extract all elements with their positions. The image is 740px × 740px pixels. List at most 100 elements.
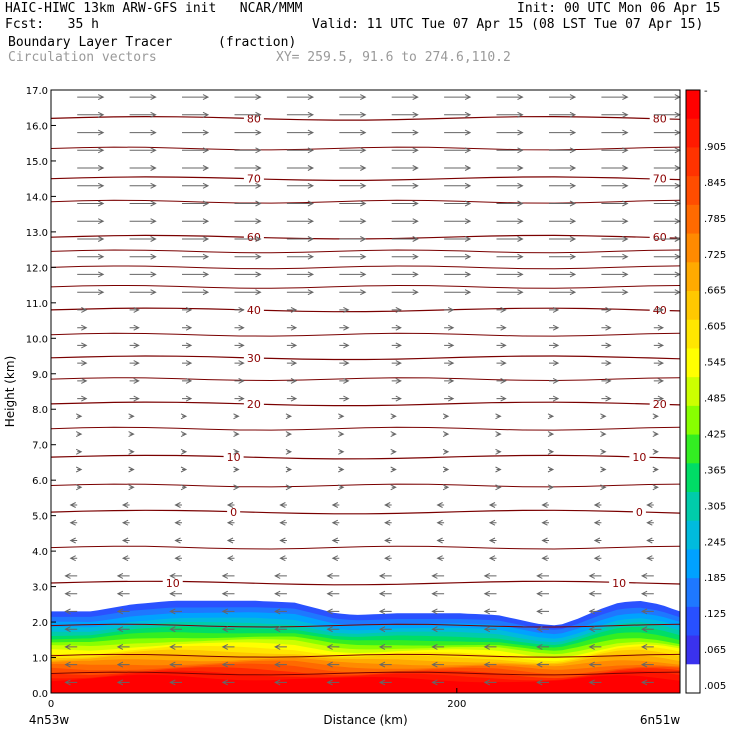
isotherm-label: 60 <box>653 231 667 244</box>
circulation-vector <box>234 218 262 225</box>
circulation-vector <box>495 484 502 491</box>
isotherm-line <box>50 176 681 181</box>
tracer-band <box>51 674 680 693</box>
circulation-vector <box>652 413 659 420</box>
circulation-vector <box>601 129 629 136</box>
circulation-vector <box>378 679 392 686</box>
circulation-vector <box>326 679 340 686</box>
circulation-vector <box>64 626 78 633</box>
circulation-vector <box>182 395 193 402</box>
circulation-vector <box>496 147 524 154</box>
circulation-vector <box>588 626 602 633</box>
circulation-vector <box>234 395 245 402</box>
circulation-vector <box>444 289 472 296</box>
isotherm-line <box>50 355 681 361</box>
circulation-vector <box>234 306 245 313</box>
isotherm-label-bg <box>223 451 244 464</box>
isotherm-label: 80 <box>653 112 667 125</box>
circulation-vector <box>640 643 654 650</box>
contour-line <box>50 265 681 270</box>
circulation-vector <box>182 236 210 242</box>
circulation-vector <box>601 395 612 402</box>
circulation-vector <box>549 360 560 367</box>
circulation-vector <box>444 218 472 225</box>
circulation-vector <box>391 271 419 278</box>
circulation-vector <box>547 466 555 473</box>
contour-line <box>50 671 681 676</box>
circulation-vector <box>169 590 182 597</box>
isotherm-label-bg <box>632 506 646 519</box>
colorbar-label: .545 <box>704 358 726 369</box>
circulation-vector <box>391 129 419 136</box>
circulation-vector <box>653 377 665 384</box>
colorbar-cell <box>686 147 700 177</box>
circulation-vector <box>339 342 350 349</box>
y-tick-label: 10.0 <box>26 334 48 345</box>
circulation-vector <box>129 94 157 101</box>
circulation-vector <box>116 572 130 579</box>
colorbar-label: .245 <box>704 537 726 548</box>
circulation-vector <box>496 253 524 260</box>
y-tick-label: 15.0 <box>26 157 48 168</box>
circulation-vector <box>391 200 419 207</box>
circulation-vector <box>338 448 345 455</box>
circulation-vector <box>69 537 78 544</box>
header-line1-right: Init: 00 UTC Mon 06 Apr 15 <box>517 1 721 16</box>
circulation-vector <box>652 466 659 473</box>
isotherm-label: 10 <box>166 577 180 590</box>
circulation-vector <box>444 147 472 154</box>
circulation-vector <box>77 236 105 242</box>
circulation-vector <box>549 165 577 171</box>
circulation-vector <box>444 395 455 402</box>
header-line2-left: Fcst: 35 h <box>5 17 99 32</box>
isotherm-line <box>50 509 681 515</box>
circulation-vector <box>436 502 445 508</box>
colorbar-label: .005 <box>704 681 726 692</box>
circulation-vector <box>180 448 188 455</box>
x-axis-label: Distance (km) <box>323 713 407 727</box>
colorbar-cell <box>686 664 700 694</box>
circulation-vector <box>226 555 235 562</box>
isotherm-label-bg <box>243 303 264 316</box>
colorbar-label: - <box>704 86 708 97</box>
colorbar-cell <box>686 291 700 321</box>
circulation-vector <box>495 413 502 420</box>
circulation-vector <box>391 111 419 118</box>
isotherm-label: 20 <box>247 398 261 411</box>
circulation-vector <box>182 306 193 313</box>
circulation-vector <box>234 271 262 278</box>
colorbar-label: .845 <box>704 178 726 189</box>
circulation-vector <box>233 466 240 473</box>
circulation-vector <box>77 271 105 278</box>
circulation-vector <box>588 643 602 650</box>
isotherm-line <box>50 454 681 460</box>
circulation-vector <box>326 590 340 597</box>
circulation-vector <box>653 342 665 349</box>
circulation-vector <box>601 306 612 313</box>
circulation-vector <box>169 643 182 650</box>
isotherm-line <box>50 307 681 313</box>
circulation-vector <box>384 502 392 508</box>
circulation-vector <box>77 324 88 331</box>
circulation-vector <box>547 448 555 455</box>
circulation-vector <box>129 324 140 331</box>
colorbar-cell <box>686 520 700 550</box>
y-tick-label: 5.0 <box>32 512 48 523</box>
circulation-vector <box>444 111 472 118</box>
circulation-vector <box>541 555 549 562</box>
isotherm-label: 70 <box>653 173 667 186</box>
colorbar-label: .725 <box>704 250 726 261</box>
circulation-vector <box>77 182 105 189</box>
isotherm-line <box>50 115 681 121</box>
circulation-vector <box>77 395 88 402</box>
colorbar-cell <box>686 434 700 464</box>
circulation-vector <box>116 661 130 668</box>
circulation-vector <box>274 643 287 650</box>
circulation-vector <box>129 182 157 189</box>
isotherm-label-bg <box>629 451 650 464</box>
circulation-vector <box>496 182 524 189</box>
circulation-vector <box>391 165 419 171</box>
circulation-vector <box>234 147 262 154</box>
circulation-vector <box>378 661 392 668</box>
